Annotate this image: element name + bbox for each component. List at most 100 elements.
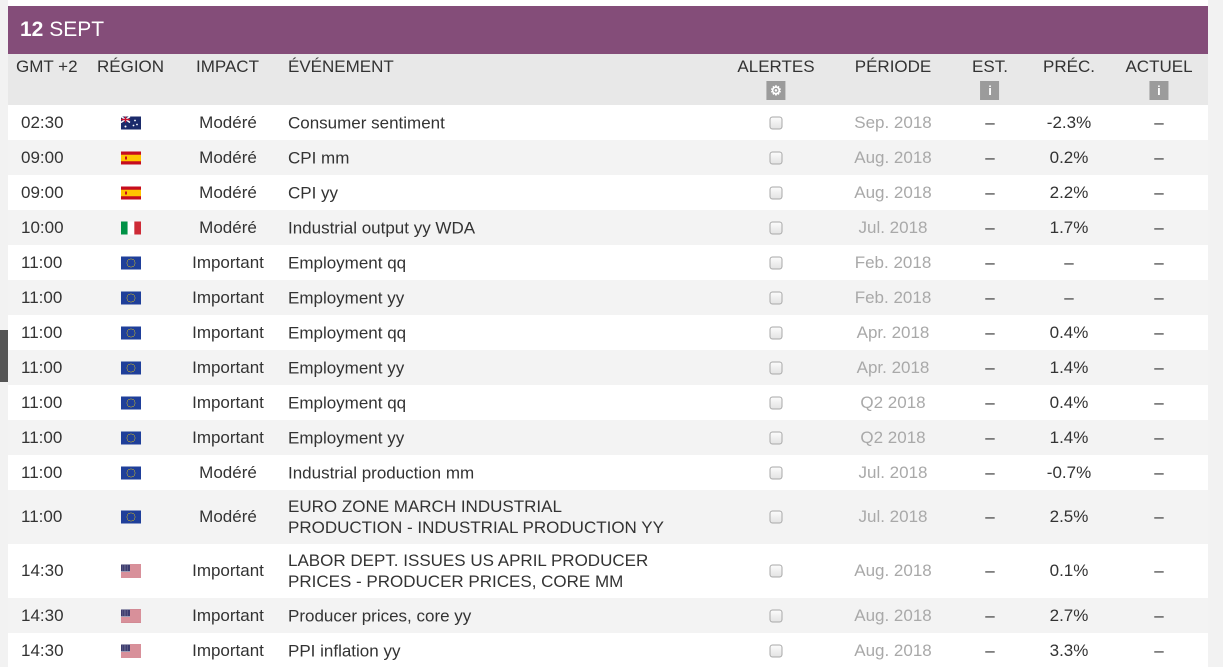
date-day: 12 — [20, 18, 44, 41]
table-row: 11:00 Important Employment qq Q2 2018 – 0.4% – — [8, 385, 1208, 420]
prev-cell: 1.7% — [1049, 217, 1089, 237]
actual-cell: – — [1154, 322, 1164, 342]
alert-checkbox[interactable] — [769, 510, 783, 524]
region-flag-icon — [121, 256, 141, 269]
alert-checkbox[interactable] — [769, 644, 783, 657]
time-cell: 11:00 — [21, 252, 63, 272]
event-cell: Industrial output yy WDA — [288, 217, 475, 238]
event-line: CPI yy — [288, 183, 339, 202]
alert-checkbox[interactable] — [769, 151, 783, 164]
alert-checkbox[interactable] — [769, 609, 783, 622]
time-cell: 02:30 — [21, 112, 64, 132]
region-flag-icon — [121, 466, 141, 479]
table-row: 11:00 Important Employment yy Apr. 2018 – 1.4… — [8, 350, 1208, 385]
table-row: 14:30 Important PPI inflation yy Aug. 2018 –… — [8, 633, 1208, 668]
alert-checkbox[interactable] — [769, 466, 783, 479]
period-cell: Jul. 2018 — [858, 217, 928, 237]
impact-cell: Important — [192, 392, 264, 412]
event-line: Employment yy — [288, 358, 405, 377]
header-event: ÉVÉNEMENT — [288, 57, 394, 76]
impact-cell: Modéré — [199, 112, 257, 132]
time-cell: 11:00 — [21, 507, 63, 526]
event-cell: Industrial production mm — [288, 462, 474, 483]
info-icon[interactable]: i — [1149, 81, 1169, 100]
prev-cell: 0.4% — [1049, 392, 1089, 412]
table-header: GMT +2 RÉGION IMPACT ÉVÉNEMENT ALERTES ⚙… — [8, 54, 1208, 105]
actual-cell: – — [1154, 507, 1164, 526]
est-cell: – — [985, 357, 995, 377]
table-row: 11:00 Modéré Industrial production mm Jul. … — [8, 455, 1208, 490]
period-cell: Aug. 2018 — [854, 147, 932, 167]
alert-checkbox[interactable] — [769, 564, 783, 578]
region-flag-icon — [121, 396, 141, 409]
alert-checkbox[interactable] — [769, 431, 783, 444]
alert-checkbox[interactable] — [769, 116, 783, 129]
actual-cell: – — [1154, 561, 1164, 580]
impact-cell: Important — [192, 561, 264, 580]
gear-icon[interactable]: ⚙ — [766, 81, 786, 100]
period-cell: Aug. 2018 — [854, 640, 932, 660]
est-cell: – — [985, 322, 995, 342]
header-est: EST. i — [972, 57, 1008, 100]
actual-cell: – — [1154, 252, 1164, 272]
region-flag-icon — [121, 431, 141, 444]
time-cell: 14:30 — [21, 605, 64, 625]
est-cell: – — [985, 392, 995, 412]
period-cell: Q2 2018 — [860, 392, 926, 412]
event-cell: PPI inflation yy — [288, 640, 400, 661]
header-prev: PRÉC. — [1043, 57, 1095, 76]
impact-cell: Modéré — [199, 507, 257, 526]
alert-checkbox[interactable] — [769, 396, 783, 409]
est-cell: – — [985, 605, 995, 625]
period-cell: Aug. 2018 — [854, 561, 932, 580]
left-scroll-handle[interactable] — [0, 330, 8, 382]
impact-cell: Important — [192, 605, 264, 625]
alert-checkbox[interactable] — [769, 256, 783, 269]
est-cell: – — [985, 182, 995, 202]
table-body: 02:30 Modéré Consumer sentiment Sep. 2018 – -… — [8, 105, 1208, 668]
event-line: PPI inflation yy — [288, 641, 401, 660]
period-cell: Feb. 2018 — [854, 287, 932, 307]
prev-cell: 3.3% — [1049, 640, 1089, 660]
region-flag-icon — [121, 564, 141, 578]
event-line: EURO ZONE MARCH INDUSTRIAL — [288, 497, 562, 516]
date-bar: 12 SEPT — [8, 6, 1208, 54]
event-cell: Employment qq — [288, 322, 406, 343]
time-cell: 11:00 — [21, 287, 63, 307]
event-line: Employment qq — [288, 393, 407, 412]
time-cell: 09:00 — [21, 182, 64, 202]
period-cell: Apr. 2018 — [856, 357, 930, 377]
impact-cell: Important — [192, 287, 264, 307]
alert-checkbox[interactable] — [769, 221, 783, 234]
period-cell: Sep. 2018 — [854, 112, 932, 132]
alert-checkbox[interactable] — [769, 186, 783, 199]
header-time: GMT +2 — [16, 57, 78, 76]
info-icon[interactable]: i — [980, 81, 1000, 100]
prev-cell: 0.1% — [1049, 561, 1089, 580]
alert-checkbox[interactable] — [769, 361, 783, 374]
period-cell: Feb. 2018 — [854, 252, 932, 272]
actual-cell: – — [1154, 287, 1164, 307]
event-cell: Employment yy — [288, 287, 404, 308]
event-line: PRICES - PRODUCER PRICES, CORE MM — [288, 572, 624, 591]
alert-checkbox[interactable] — [769, 291, 783, 304]
prev-cell: 0.4% — [1049, 322, 1089, 342]
region-flag-icon — [121, 510, 141, 524]
header-actual: ACTUEL i — [1125, 57, 1193, 100]
event-cell: Producer prices, core yy — [288, 605, 471, 626]
impact-cell: Modéré — [199, 147, 257, 167]
table-row: 09:00 Modéré CPI mm Aug. 2018 – 0.2% – — [8, 140, 1208, 175]
header-est-label: EST. — [972, 57, 1008, 76]
est-cell: – — [985, 507, 995, 526]
event-cell: LABOR DEPT. ISSUES US APRIL PRODUCER PRIC… — [288, 550, 648, 592]
header-alerts: ALERTES ⚙ — [737, 57, 815, 100]
top-strip — [0, 0, 1223, 6]
impact-cell: Important — [192, 427, 264, 447]
est-cell: – — [985, 462, 995, 482]
region-flag-icon — [121, 151, 141, 164]
alert-checkbox[interactable] — [769, 326, 783, 339]
event-line: Employment yy — [288, 428, 405, 447]
impact-cell: Modéré — [199, 217, 257, 237]
header-period: PÉRIODE — [854, 57, 932, 76]
est-cell: – — [985, 112, 995, 132]
